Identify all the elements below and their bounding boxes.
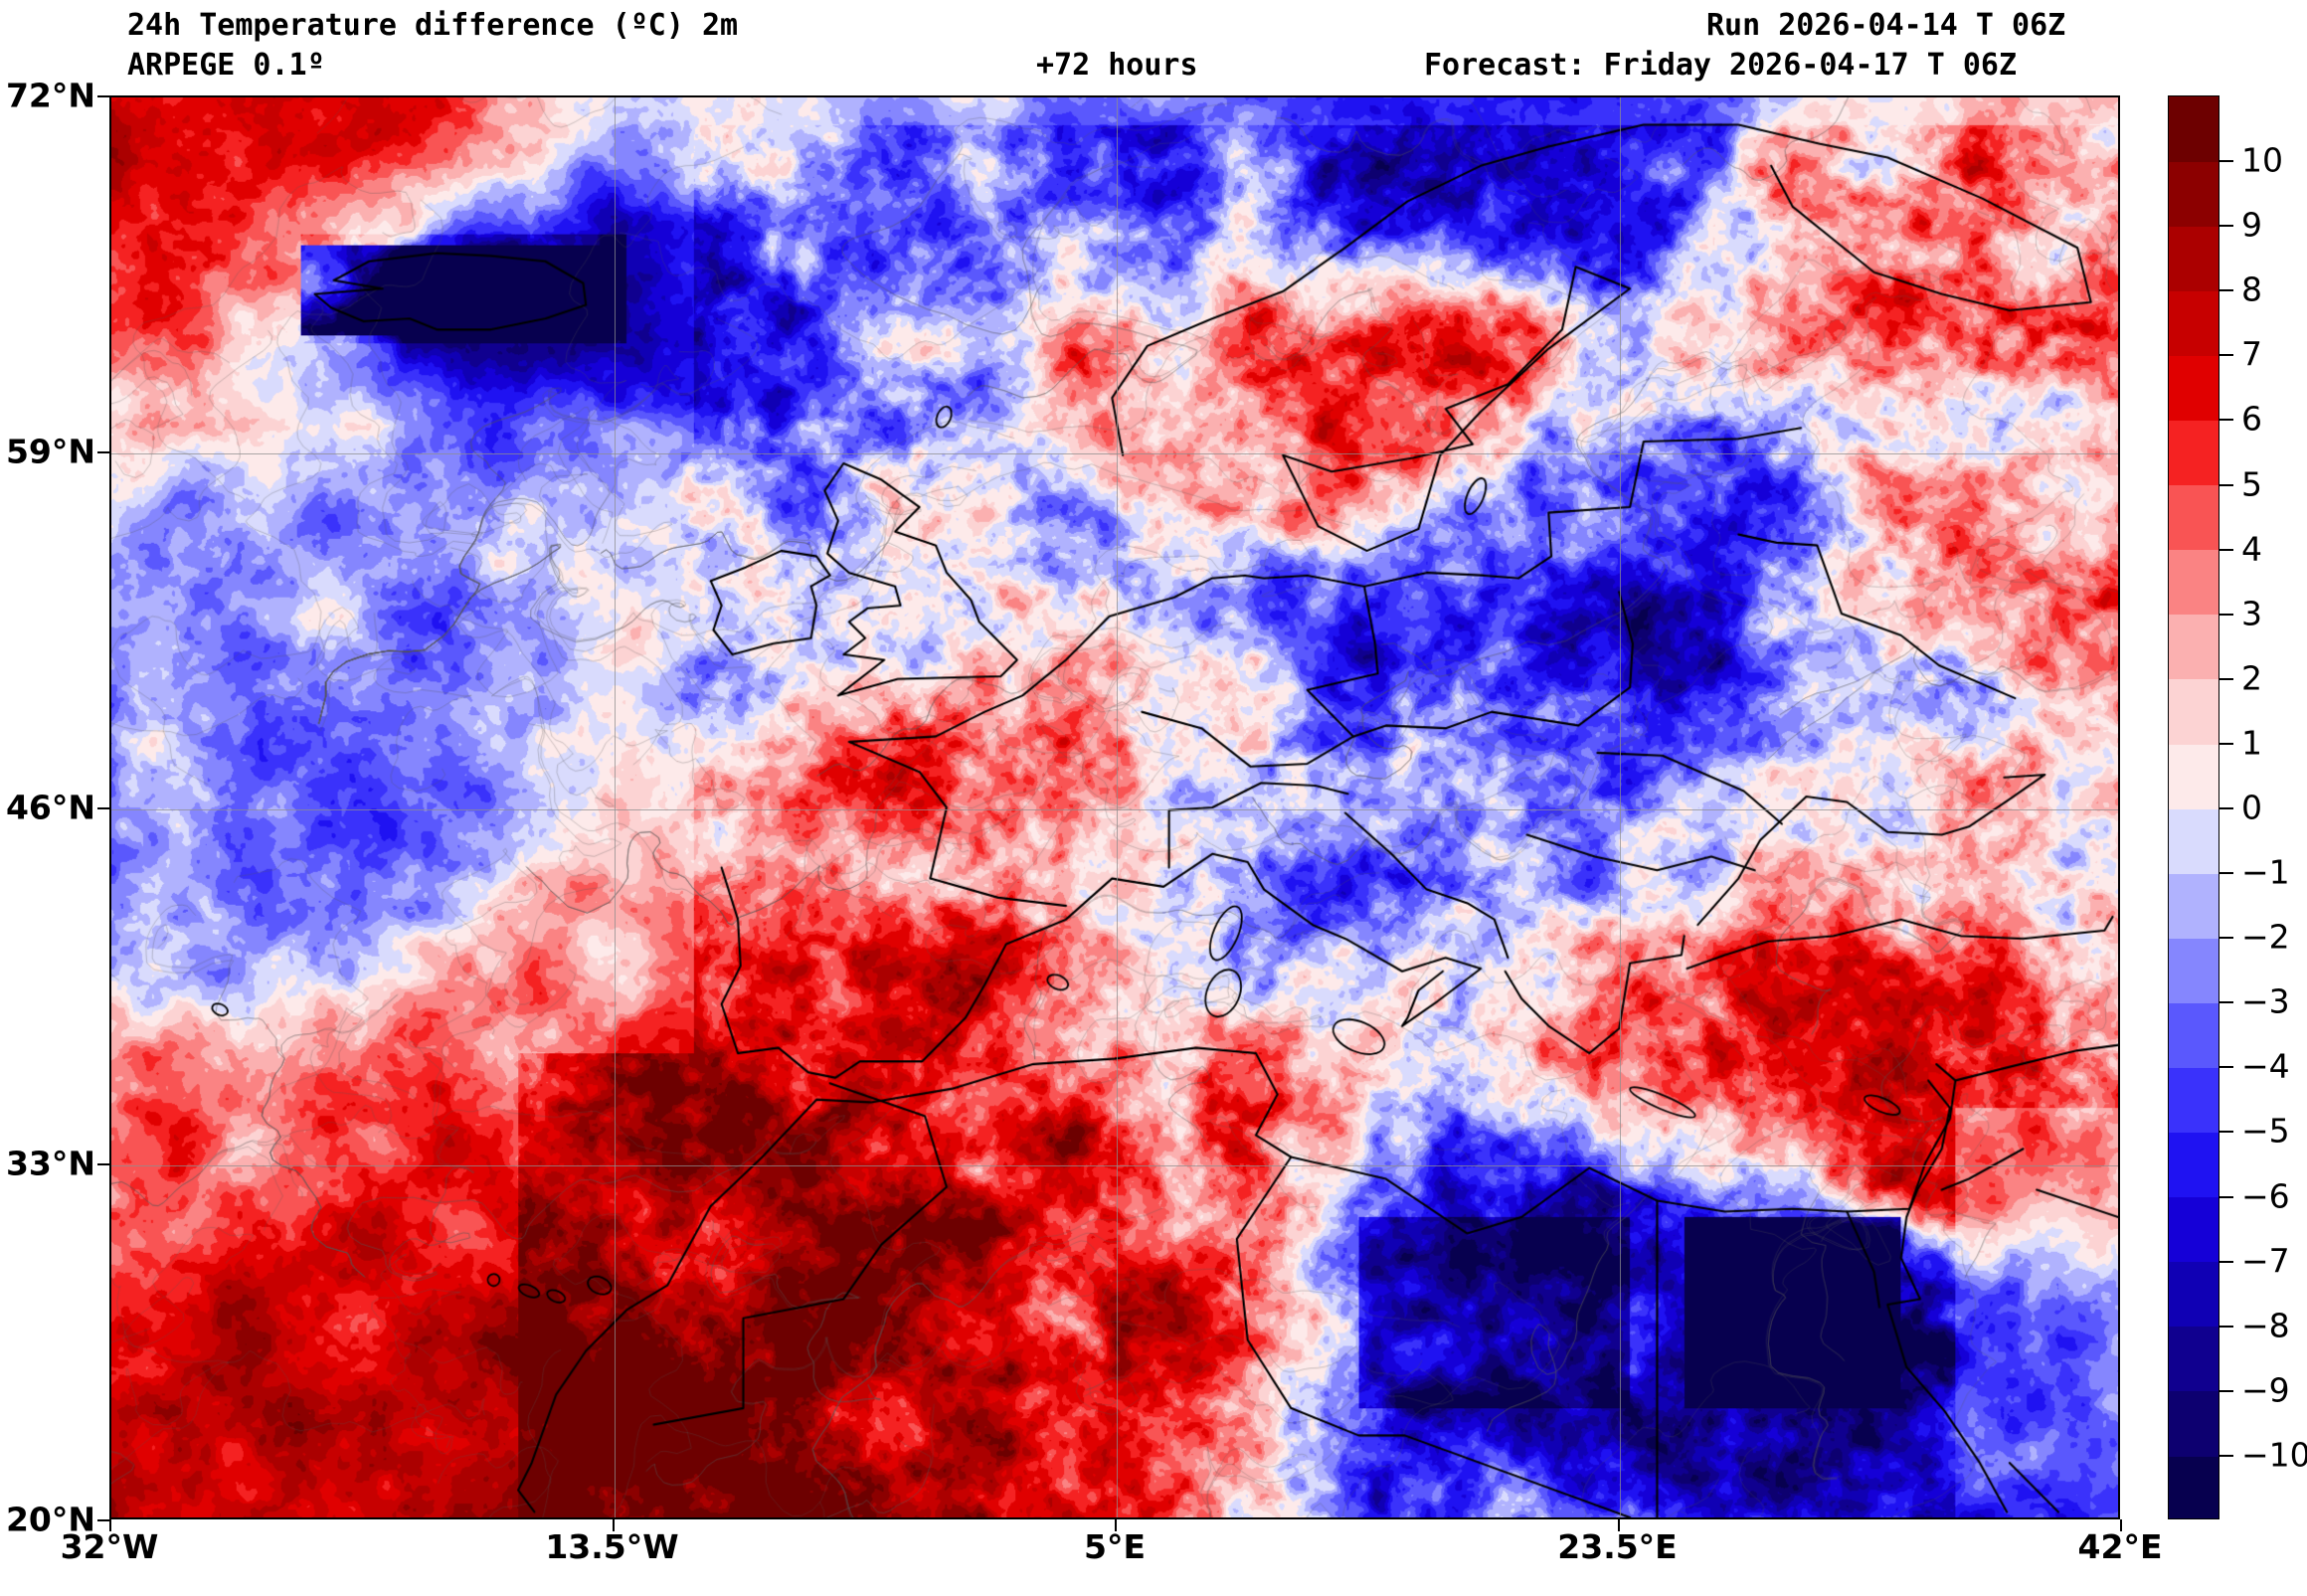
colorbar-band	[2169, 873, 2218, 939]
colorbar-band	[2169, 549, 2218, 616]
run-timestamp-label: Run 2026-04-14 T 06Z	[1706, 8, 2066, 43]
colorbar-tick	[2219, 1195, 2233, 1198]
colorbar-tick	[2219, 1260, 2233, 1263]
colorbar-tick-label: −7	[2241, 1241, 2290, 1281]
colorbar-tick-label: 7	[2241, 334, 2262, 374]
colorbar-tick	[2219, 1389, 2233, 1392]
colorbar-tick-label: −1	[2241, 852, 2290, 892]
colorbar-band	[2169, 161, 2218, 227]
y-axis-tick-label: 72°N	[5, 76, 95, 115]
colorbar-band	[2169, 614, 2218, 680]
graticule-parallel	[111, 453, 2118, 454]
colorbar-band	[2169, 1326, 2218, 1392]
colorbar-tick-label: −6	[2241, 1176, 2290, 1216]
colorbar-band	[2169, 1455, 2218, 1518]
colorbar-tick	[2219, 872, 2233, 875]
colorbar-tick-label: −9	[2241, 1370, 2290, 1410]
colorbar-band	[2169, 290, 2218, 356]
colorbar-tick-label: −10	[2241, 1435, 2307, 1475]
colorbar-tick-label: 6	[2241, 399, 2262, 439]
y-axis-tick	[97, 807, 109, 809]
colorbar-tick-label: 1	[2241, 723, 2262, 763]
colorbar-band	[2169, 1002, 2218, 1068]
colorbar-band	[2169, 1196, 2218, 1263]
colorbar-tick	[2219, 1325, 2233, 1328]
graticule-meridian	[1117, 97, 1118, 1517]
graticule-meridian	[1619, 97, 1621, 1517]
colorbar-tick	[2219, 742, 2233, 745]
x-axis-tick	[1115, 1519, 1117, 1531]
lead-time-label: +72 hours	[1036, 48, 1198, 83]
x-axis-tick	[1617, 1519, 1620, 1531]
colorbar-tick	[2219, 1001, 2233, 1004]
map-plot-area	[109, 95, 2120, 1519]
graticule-parallel	[111, 809, 2118, 810]
colorbar-band	[2169, 355, 2218, 422]
x-axis-tick-label: 13.5°W	[545, 1527, 679, 1566]
colorbar-tick	[2219, 1454, 2233, 1457]
model-label: ARPEGE 0.1º	[127, 48, 325, 83]
colorbar-tick	[2219, 1066, 2233, 1069]
colorbar-band	[2169, 808, 2218, 874]
y-axis-tick-label: 46°N	[5, 788, 95, 827]
colorbar-band	[2169, 420, 2218, 486]
x-axis-tick-label: 32°W	[60, 1527, 159, 1566]
colorbar-band	[2169, 1390, 2218, 1457]
colorbar-tick-label: −4	[2241, 1046, 2290, 1086]
colorbar-tick-label: 9	[2241, 205, 2262, 245]
colorbar-tick-label: 2	[2241, 658, 2262, 698]
colorbar-tick	[2219, 613, 2233, 616]
colorbar-band	[2169, 1132, 2218, 1198]
colorbar-tick-label: −5	[2241, 1111, 2290, 1151]
y-axis-tick-label: 59°N	[5, 432, 95, 471]
colorbar-tick	[2219, 419, 2233, 422]
colorbar-band	[2169, 1067, 2218, 1134]
graticule-meridian	[614, 97, 616, 1517]
colorbar-tick-label: 4	[2241, 529, 2262, 569]
colorbar-tick-label: −8	[2241, 1306, 2290, 1345]
colorbar-tick	[2219, 677, 2233, 680]
temperature-difference-heatmap	[111, 97, 2118, 1517]
colorbar-tick-label: 8	[2241, 269, 2262, 309]
colorbar-tick	[2219, 807, 2233, 809]
x-axis-tick	[2120, 1519, 2122, 1531]
graticule-parallel	[111, 1165, 2118, 1166]
colorbar-tick-label: −3	[2241, 981, 2290, 1021]
colorbar-tick	[2219, 1131, 2233, 1134]
colorbar-tick-label: 10	[2241, 140, 2283, 180]
colorbar-tick	[2219, 160, 2233, 163]
x-axis-tick-label: 42°E	[2077, 1527, 2163, 1566]
colorbar-band	[2169, 96, 2218, 162]
y-axis-tick	[97, 451, 109, 453]
forecast-valid-label: Forecast: Friday 2026-04-17 T 06Z	[1424, 48, 2018, 83]
y-axis-tick	[97, 1519, 109, 1521]
colorbar-band	[2169, 1261, 2218, 1328]
colorbar-band	[2169, 938, 2218, 1003]
colorbar-band	[2169, 678, 2218, 745]
x-axis-tick-label: 5°E	[1083, 1527, 1147, 1566]
x-axis-tick	[109, 1519, 111, 1531]
colorbar-band	[2169, 226, 2218, 291]
colorbar-tick	[2219, 483, 2233, 486]
colorbar-band	[2169, 484, 2218, 551]
y-axis-tick	[97, 1163, 109, 1165]
y-axis-tick	[97, 95, 109, 97]
colorbar-tick-label: 0	[2241, 788, 2262, 827]
colorbar	[2168, 95, 2219, 1519]
colorbar-tick-label: 3	[2241, 594, 2262, 633]
y-axis-tick-label: 33°N	[5, 1144, 95, 1183]
x-axis-tick-label: 23.5°E	[1557, 1527, 1678, 1566]
colorbar-tick	[2219, 548, 2233, 551]
chart-title: 24h Temperature difference (ºC) 2m	[127, 8, 739, 43]
colorbar-band	[2169, 743, 2218, 809]
colorbar-tick-label: −2	[2241, 917, 2290, 957]
colorbar-tick-label: 5	[2241, 464, 2262, 504]
colorbar-tick	[2219, 289, 2233, 292]
y-axis-tick-label: 20°N	[5, 1500, 95, 1539]
x-axis-tick	[612, 1519, 615, 1531]
colorbar-tick	[2219, 354, 2233, 357]
colorbar-tick	[2219, 225, 2233, 228]
colorbar-tick	[2219, 937, 2233, 940]
